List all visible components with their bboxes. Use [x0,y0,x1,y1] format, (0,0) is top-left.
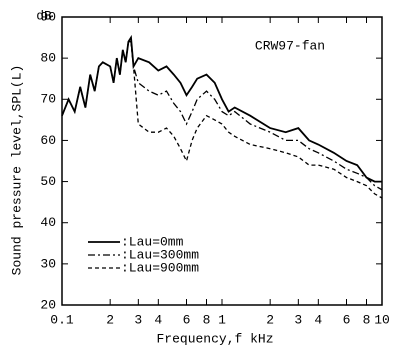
y-tick-label: 40 [40,215,56,230]
y-tick-label: 30 [40,256,56,271]
x-tick-label: 4 [314,312,322,327]
x-tick-label: 2 [106,312,114,327]
x-tick-label: 6 [183,312,191,327]
x-tick-label: 4 [154,312,162,327]
y-tick-label: 60 [40,133,56,148]
y-tick-label: 20 [40,297,56,312]
x-tick-label: 0.1 [50,312,74,327]
x-axis-label: Frequency,f kHz [156,331,273,346]
x-tick-label: 8 [203,312,211,327]
y-tick-label: 90 [40,9,56,24]
legend-label: :Lau=900mm [121,260,199,275]
y-axis-label: Sound pressure level,SPL(L) [9,65,24,276]
legend-label: :Lau=0mm [121,234,184,249]
x-tick-label: 1 [218,312,226,327]
x-tick-label: 3 [134,312,142,327]
y-tick-label: 50 [40,174,56,189]
plot-frame [61,16,383,306]
y-tick-label: 70 [40,92,56,107]
series-line [61,34,382,183]
series-line [61,41,383,199]
x-tick-label: 8 [363,312,371,327]
legend-label: :Lau=300mm [121,247,199,262]
x-tick-label: 3 [294,312,302,327]
x-tick-label: 2 [266,312,274,327]
series-line [61,41,383,191]
y-unit: dB [36,8,52,23]
annotation: CRW97-fan [255,38,325,53]
y-tick-label: 80 [40,51,56,66]
x-tick-label: 6 [343,312,351,327]
x-tick-label: 10 [374,312,390,327]
